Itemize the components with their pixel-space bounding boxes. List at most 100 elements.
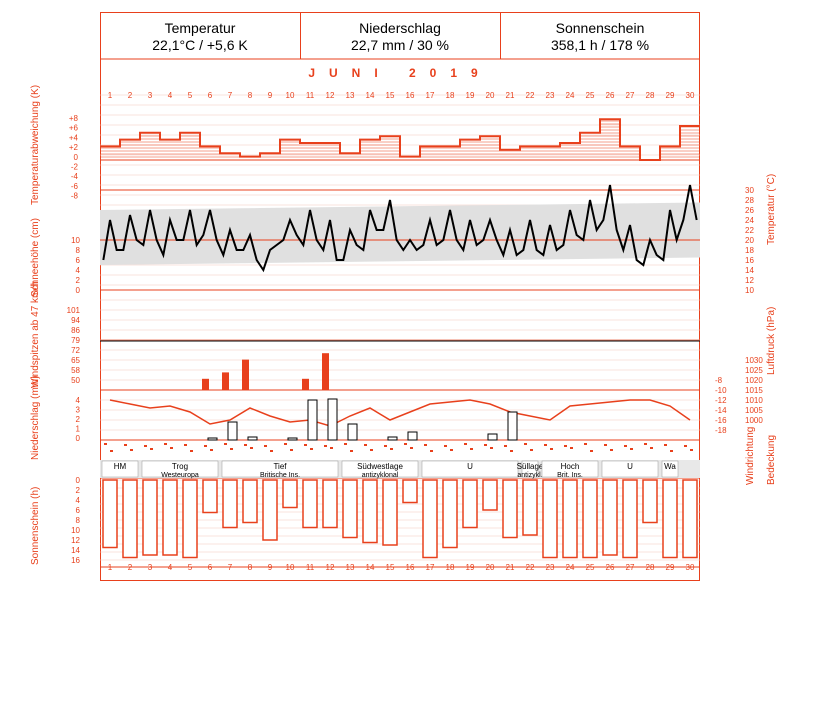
pressure-tick: 1020 xyxy=(745,376,763,385)
wind-dir-mark xyxy=(204,445,207,447)
day-label-bottom: 18 xyxy=(446,563,455,572)
temperature-tick: 12 xyxy=(745,276,754,285)
day-label-bottom: 19 xyxy=(466,563,475,572)
precip-tick: 3 xyxy=(76,406,81,415)
cloud-mark xyxy=(170,447,173,449)
sunshine-bar xyxy=(182,479,198,559)
snow-tick: 6 xyxy=(76,256,81,265)
day-label-bottom: 21 xyxy=(506,563,515,572)
sunshine-bar xyxy=(122,479,138,559)
wind-dir-mark xyxy=(124,444,127,446)
day-label-top: 3 xyxy=(148,91,153,100)
anomaly-bar xyxy=(100,146,120,160)
weather-type-label: U xyxy=(627,462,633,471)
cloud-mark xyxy=(450,449,453,451)
wind-dir-mark xyxy=(564,445,567,447)
anomaly-tick: +6 xyxy=(69,124,79,133)
wind-dir-mark xyxy=(144,445,147,447)
wind-dir-mark xyxy=(544,444,547,446)
day-label-top: 2 xyxy=(128,91,133,100)
cloud-mark xyxy=(490,447,493,449)
cloud-mark xyxy=(430,450,433,452)
anomaly-bar xyxy=(560,143,580,160)
pressure-tick: 1010 xyxy=(745,396,763,405)
cloud-axis-label: Bedeckung xyxy=(766,434,777,485)
sunshine-bar xyxy=(282,479,298,509)
weather-type-sublabel: antizykl. xyxy=(517,472,542,479)
pressure-tick: 1030 xyxy=(745,356,763,365)
temperature-value: 22,1°C / +5,6 K xyxy=(152,37,248,53)
cloud-mark xyxy=(390,448,393,450)
precip-bar xyxy=(307,399,318,441)
temperature-tick: 26 xyxy=(745,206,754,215)
precip-bar xyxy=(227,421,238,441)
anomaly-tick: -6 xyxy=(71,182,79,191)
cloud-mark xyxy=(190,450,193,452)
day-label-bottom: 17 xyxy=(426,563,435,572)
sunshine-bar xyxy=(222,479,238,529)
cloud-mark xyxy=(650,447,653,449)
temperature-axis-label: Temperatur (°C) xyxy=(766,173,777,245)
anomaly-tick: +4 xyxy=(69,133,79,142)
weather-type-box xyxy=(101,460,139,478)
wind-gust-bar xyxy=(322,353,329,390)
wind-dir-mark xyxy=(484,444,487,446)
cloud-mark xyxy=(370,449,373,451)
day-label-bottom: 30 xyxy=(686,563,695,572)
day-label-bottom: 15 xyxy=(386,563,395,572)
sunshine-bar xyxy=(162,479,178,556)
cloud-mark xyxy=(310,448,313,450)
day-label-top: 20 xyxy=(486,91,495,100)
day-label-bottom: 28 xyxy=(646,563,655,572)
day-label-bottom: 2 xyxy=(128,563,133,572)
wind-dir-mark xyxy=(244,444,247,446)
precip-tick: 0 xyxy=(76,434,81,443)
anomaly-bar xyxy=(580,133,600,160)
cloud-mark xyxy=(410,447,413,449)
anomaly-bar xyxy=(180,133,200,160)
wind-dir-axis-label: Windrichtung xyxy=(745,426,756,485)
wind-dir-mark xyxy=(664,444,667,446)
cloud-mark xyxy=(550,448,553,450)
temperature-tick: 30 xyxy=(745,186,754,195)
day-label-top: 21 xyxy=(506,91,515,100)
wind-tick: 58 xyxy=(71,366,80,375)
day-label-bottom: 20 xyxy=(486,563,495,572)
pressure-line xyxy=(109,399,691,427)
day-label-bottom: 23 xyxy=(546,563,555,572)
sunshine-tick: 8 xyxy=(76,516,81,525)
weather-type-box xyxy=(601,460,659,478)
anomaly-bar xyxy=(300,143,320,160)
sunshine-tick: 10 xyxy=(71,526,80,535)
sunshine-bar xyxy=(142,479,158,556)
day-label-top: 13 xyxy=(346,91,355,100)
sunshine-bar xyxy=(622,479,638,559)
day-label-top: 5 xyxy=(188,91,193,100)
temperature-tick: 28 xyxy=(745,196,754,205)
anomaly-tick: +2 xyxy=(69,143,79,152)
precip-axis-label: Niederschlag (mm) xyxy=(30,375,41,460)
wind-tick: 101 xyxy=(67,306,81,315)
temperature-tick: 16 xyxy=(745,256,754,265)
cloud-mark xyxy=(110,450,113,452)
day-label-top: 10 xyxy=(286,91,295,100)
weather-type-label: Trog xyxy=(172,462,188,471)
sunshine-bar xyxy=(242,479,258,524)
wind-dir-mark xyxy=(464,443,467,445)
wind-dir-mark xyxy=(304,444,307,446)
sunshine-bar xyxy=(402,479,418,504)
snow-tick: 10 xyxy=(71,236,80,245)
wind-dir-mark xyxy=(404,443,407,445)
wind-tick: 65 xyxy=(71,356,80,365)
cloud-mark xyxy=(590,450,593,452)
sunshine-bar xyxy=(642,479,658,524)
wind-gust-bar xyxy=(242,359,249,390)
sunshine-tick: 0 xyxy=(76,476,81,485)
temperature-tick: 10 xyxy=(745,286,754,295)
weather-type-label: U xyxy=(467,462,473,471)
sunshine-bar xyxy=(442,479,458,549)
wind-dir-mark xyxy=(184,444,187,446)
day-label-top: 15 xyxy=(386,91,395,100)
day-label-top: 6 xyxy=(208,91,213,100)
wind-dir-mark xyxy=(284,443,287,445)
